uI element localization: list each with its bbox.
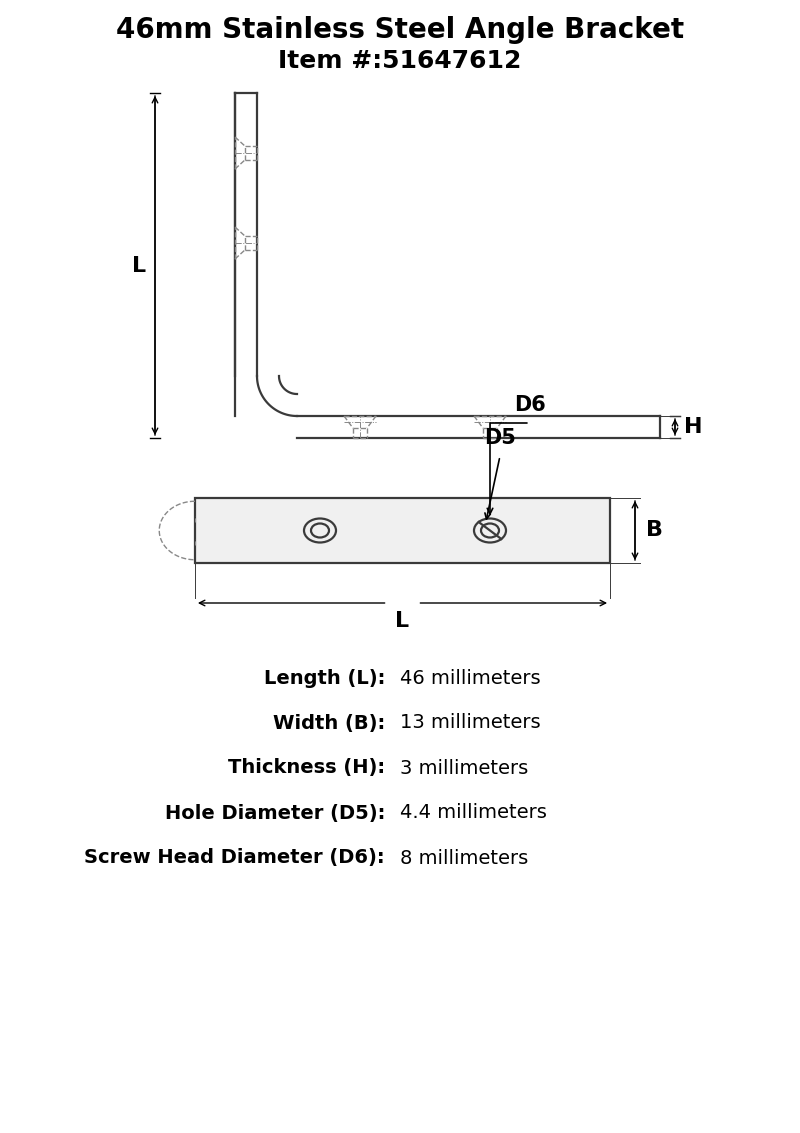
Text: D5: D5 <box>484 428 516 448</box>
Text: 46 millimeters: 46 millimeters <box>400 668 541 688</box>
Text: L: L <box>395 611 410 631</box>
Text: Length (L):: Length (L): <box>264 668 385 688</box>
Text: 3 millimeters: 3 millimeters <box>400 758 528 777</box>
Text: 4.4 millimeters: 4.4 millimeters <box>400 803 547 823</box>
Bar <box>195 499 610 563</box>
Text: D6: D6 <box>514 395 546 415</box>
Text: 13 millimeters: 13 millimeters <box>400 714 541 733</box>
Text: B: B <box>646 520 663 540</box>
Text: 46mm Stainless Steel Angle Bracket: 46mm Stainless Steel Angle Bracket <box>116 16 684 44</box>
Text: Thickness (H):: Thickness (H): <box>228 758 385 777</box>
Text: H: H <box>684 417 702 437</box>
Text: Hole Diameter (D5):: Hole Diameter (D5): <box>165 803 385 823</box>
Text: Item #:51647612: Item #:51647612 <box>278 49 522 73</box>
Text: Width (B):: Width (B): <box>273 714 385 733</box>
Text: Screw Head Diameter (D6):: Screw Head Diameter (D6): <box>84 849 385 868</box>
Text: 8 millimeters: 8 millimeters <box>400 849 528 868</box>
Text: L: L <box>132 256 146 275</box>
